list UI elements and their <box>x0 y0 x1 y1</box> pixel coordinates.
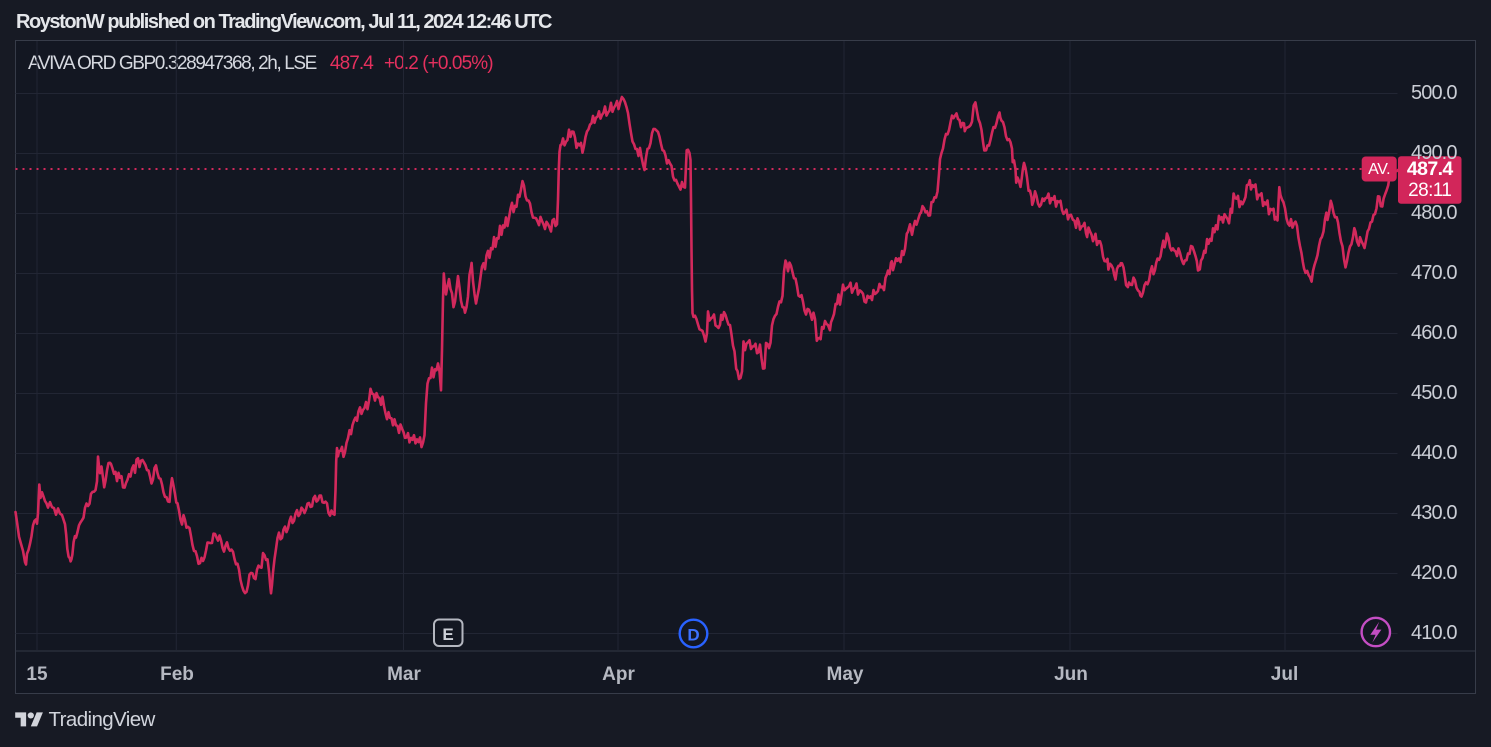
svg-text:D: D <box>687 626 699 645</box>
svg-text:E: E <box>442 625 453 644</box>
